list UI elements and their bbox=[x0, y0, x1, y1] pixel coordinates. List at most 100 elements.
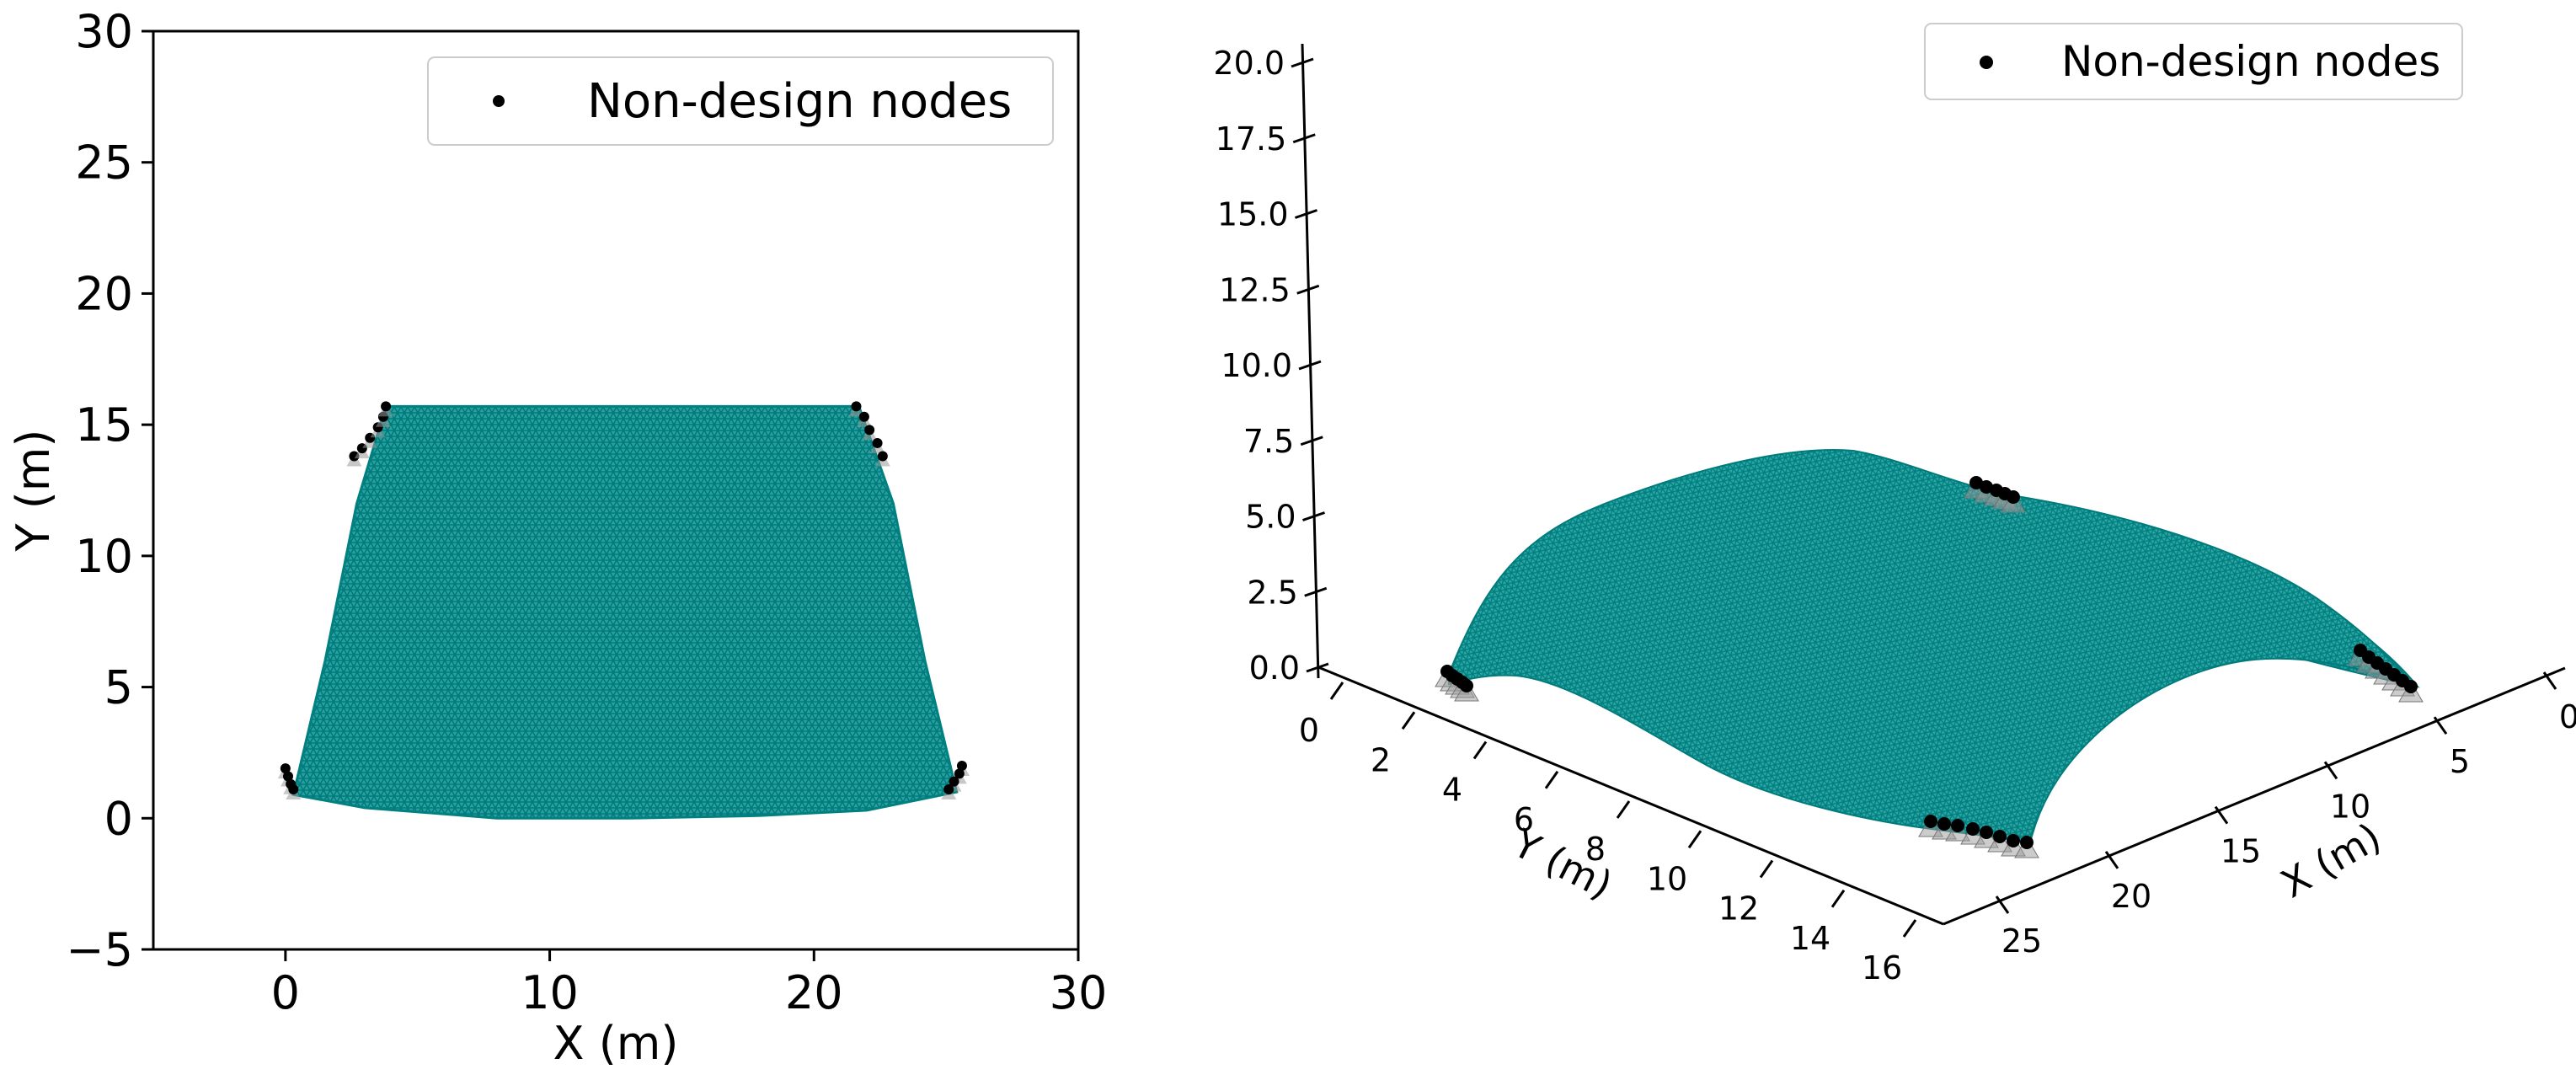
non-design-node bbox=[943, 784, 954, 795]
y-tick bbox=[1759, 859, 1774, 879]
plot-frame bbox=[152, 29, 1080, 951]
y-tick-label: 2 bbox=[1371, 741, 1391, 778]
z-tick-label: 12.5 bbox=[1219, 271, 1291, 308]
x-tick-label: 10 bbox=[2330, 788, 2370, 825]
x-tick bbox=[2214, 805, 2229, 825]
y-tick-label: 14 bbox=[1790, 920, 1830, 957]
shell-surface bbox=[1448, 449, 2420, 844]
y-tick-label: 25 bbox=[75, 136, 133, 190]
x-axis-label: X (m) bbox=[553, 1017, 679, 1070]
x-tick-label: 0 bbox=[2559, 698, 2576, 735]
y-tick-label: 16 bbox=[1862, 949, 1902, 986]
y-tick-label: 30 bbox=[75, 5, 133, 58]
x-tick-label: 5 bbox=[2450, 743, 2470, 780]
z-tick bbox=[1300, 436, 1323, 446]
y-tick-label: −5 bbox=[66, 923, 133, 976]
y-tick-label: 0 bbox=[104, 792, 133, 845]
x-tick bbox=[2542, 671, 2557, 690]
y-tick bbox=[1687, 830, 1702, 849]
x-axis-ticks: 0 10 20 30 bbox=[271, 949, 1108, 1019]
y-tick bbox=[1544, 770, 1559, 789]
y-tick bbox=[1401, 711, 1416, 730]
y-tick-label: 10 bbox=[1647, 860, 1687, 897]
x-axis-line bbox=[1943, 666, 2566, 926]
x-tick-label: 20 bbox=[2111, 878, 2151, 915]
y-tick-label: 4 bbox=[1442, 772, 1462, 809]
y-tick-label: 12 bbox=[1718, 890, 1759, 928]
z-tick-label: 5.0 bbox=[1245, 499, 1296, 536]
z-tick-label: 10.0 bbox=[1221, 347, 1292, 384]
non-design-node bbox=[1460, 679, 1473, 692]
non-design-node bbox=[954, 768, 965, 779]
plan-view-plot: 0 10 20 30 −5 0 5 10 15 20 25 30 X (m) Y (m) Non-d… bbox=[7, 5, 1107, 1070]
z-tick bbox=[1292, 133, 1316, 144]
x-tick-label: 20 bbox=[785, 966, 843, 1019]
y-tick-label: 6 bbox=[1514, 801, 1534, 838]
non-design-node bbox=[872, 437, 883, 448]
y-axis-line bbox=[1317, 666, 1944, 926]
non-design-node bbox=[1993, 830, 2007, 843]
y-tick bbox=[1616, 800, 1631, 819]
y-axis-label: Y (m) bbox=[7, 430, 60, 553]
z-tick-label: 0.0 bbox=[1249, 650, 1300, 687]
x-tick-label: 10 bbox=[521, 966, 579, 1019]
y-tick-label: 15 bbox=[75, 398, 133, 452]
legend-marker bbox=[493, 95, 505, 107]
non-design-node bbox=[877, 451, 888, 462]
y-axis-ticks: 0 2 4 6 8 10 12 14 16 bbox=[1299, 682, 1917, 986]
x-tick-label: 25 bbox=[2001, 922, 2042, 960]
non-design-node bbox=[949, 776, 959, 787]
non-design-node bbox=[1966, 822, 1980, 836]
legend-marker bbox=[1980, 56, 1993, 69]
z-axis-line bbox=[1301, 43, 1320, 679]
x-axis-label: X (m) bbox=[2274, 814, 2389, 906]
z-tick bbox=[1302, 511, 1325, 521]
x-tick bbox=[2323, 761, 2338, 780]
legend: Non-design nodes bbox=[427, 56, 1054, 146]
non-design-node bbox=[956, 761, 967, 771]
non-design-node bbox=[851, 401, 862, 412]
x-tick-label: 15 bbox=[2221, 833, 2261, 870]
legend-label: Non-design nodes bbox=[587, 74, 1012, 129]
y-tick-label: 20 bbox=[75, 267, 133, 320]
3d-view-plot: 0.0 2.5 5.0 7.5 10.0 12.5 15.0 17.5 20.0 0 2 4 6 8 10… bbox=[1213, 23, 2576, 986]
x-tick bbox=[2104, 850, 2119, 869]
x-tick-label: 30 bbox=[1050, 966, 1108, 1019]
legend-box bbox=[427, 56, 1054, 146]
z-tick bbox=[1306, 662, 1329, 673]
z-tick-label: 15.0 bbox=[1217, 196, 1289, 233]
legend-label: Non-design nodes bbox=[2061, 37, 2440, 86]
z-tick bbox=[1298, 360, 1322, 371]
non-design-node bbox=[2020, 836, 2034, 849]
support-nodes bbox=[1435, 476, 2424, 858]
non-design-node bbox=[1951, 819, 1964, 832]
y-axis-ticks: −5 0 5 10 15 20 25 30 bbox=[66, 5, 153, 976]
non-design-node bbox=[280, 763, 291, 774]
non-design-node bbox=[1980, 826, 1993, 839]
z-tick bbox=[1296, 284, 1320, 295]
x-tick-label: 0 bbox=[271, 966, 300, 1019]
non-design-node bbox=[1969, 476, 1983, 489]
x-axis-ticks: 0 5 10 15 20 25 bbox=[1995, 671, 2576, 960]
z-tick-label: 20.0 bbox=[1213, 45, 1285, 82]
z-tick-label: 17.5 bbox=[1216, 120, 1287, 158]
z-tick bbox=[1295, 209, 1317, 219]
non-design-node bbox=[288, 784, 299, 795]
y-tick bbox=[1902, 919, 1917, 938]
legend-box bbox=[1924, 23, 2463, 100]
non-design-node bbox=[1937, 817, 1951, 831]
support-nodes bbox=[277, 401, 970, 800]
z-tick bbox=[1291, 57, 1314, 68]
z-axis-ticks: 0.0 2.5 5.0 7.5 10.0 12.5 15.0 17.5 20.0 bbox=[1213, 45, 1329, 687]
y-tick bbox=[1472, 740, 1488, 760]
non-design-node bbox=[864, 425, 875, 436]
mesh-surface bbox=[291, 404, 959, 820]
y-tick bbox=[1830, 889, 1846, 908]
non-design-node bbox=[2404, 680, 2418, 693]
shell-surface-main bbox=[1448, 449, 2416, 844]
non-design-node bbox=[2007, 834, 2020, 847]
non-design-node bbox=[2007, 490, 2020, 504]
z-tick bbox=[1304, 586, 1328, 597]
non-design-node bbox=[1924, 815, 1937, 828]
